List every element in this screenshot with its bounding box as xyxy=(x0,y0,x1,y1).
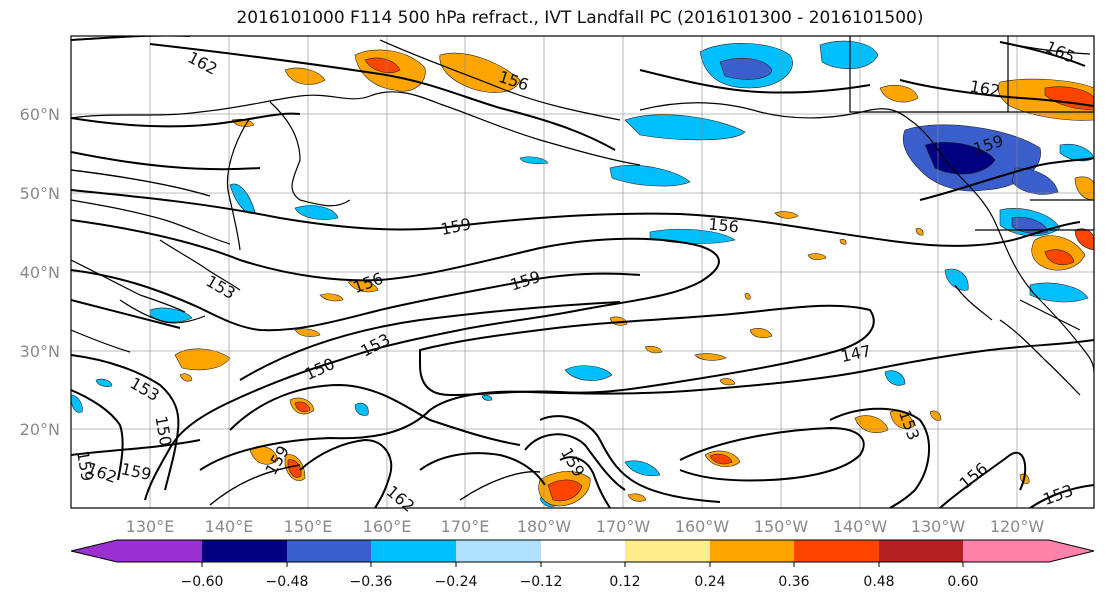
lon-label: 170°E xyxy=(441,517,490,536)
lat-label-20n: 20°N xyxy=(20,420,60,439)
gridlines xyxy=(71,36,1094,508)
shaded-patches xyxy=(71,40,1094,507)
colorbar-segment xyxy=(625,540,710,562)
lon-label: 180°W xyxy=(517,517,572,536)
lon-label: 150°W xyxy=(754,517,809,536)
colorbar-tick-label: −0.60 xyxy=(181,574,224,590)
colorbar-segment xyxy=(794,540,879,562)
colorbar-tick-label: 0.60 xyxy=(947,574,978,590)
colorbar-segment xyxy=(879,540,963,562)
colorbar-segment xyxy=(456,540,541,562)
colorbar-tick-label: −0.36 xyxy=(350,574,393,590)
lon-label: 130°W xyxy=(911,517,966,536)
colorbar-tick-label: 0.24 xyxy=(694,574,725,590)
plot-title: 2016101000 F114 500 hPa refract., IVT La… xyxy=(236,8,924,28)
lon-label: 140°E xyxy=(205,517,254,536)
colorbar-tick-label: −0.12 xyxy=(520,574,563,590)
lon-label: 160°W xyxy=(675,517,730,536)
lon-axis: 130°E 140°E 150°E 160°E 170°E 180°W 170°… xyxy=(126,517,1045,536)
contour-lines xyxy=(71,36,1094,508)
lon-label: 120°W xyxy=(990,517,1045,536)
colorbar-segment xyxy=(202,540,287,562)
lon-label: 140°W xyxy=(833,517,888,536)
colorbar: −0.60 −0.48 −0.36 −0.24 −0.12 0.12 0.24 … xyxy=(70,539,1095,590)
lon-label: 150°E xyxy=(284,517,333,536)
contour-label: 156 xyxy=(707,214,739,236)
colorbar-tick-label: −0.24 xyxy=(435,574,478,590)
colorbar-segment xyxy=(710,540,794,562)
map-frame xyxy=(70,35,1095,509)
colorbar-tick-label: 0.12 xyxy=(609,574,640,590)
lon-label: 170°W xyxy=(596,517,651,536)
colorbar-segment xyxy=(541,540,625,562)
colorbar-segment xyxy=(117,540,202,562)
colorbar-tick-label: −0.48 xyxy=(266,574,309,590)
colorbar-tick-label: 0.48 xyxy=(863,574,894,590)
lat-label-60n: 60°N xyxy=(20,105,60,124)
colorbar-segment xyxy=(963,540,1049,562)
colorbar-segment xyxy=(371,540,456,562)
lat-label-30n: 30°N xyxy=(20,342,60,361)
lat-label-40n: 40°N xyxy=(20,263,60,282)
contour-lines-thin xyxy=(71,169,541,506)
colorbar-tick-label: 0.36 xyxy=(778,574,809,590)
lon-label: 160°E xyxy=(363,517,412,536)
lat-label-50n: 50°N xyxy=(20,184,60,203)
colorbar-outline xyxy=(70,539,1095,563)
lon-label: 130°E xyxy=(126,517,175,536)
colorbar-upper-extend xyxy=(1049,540,1094,562)
lat-axis: 60°N 50°N 40°N 30°N 20°N xyxy=(20,105,60,439)
colorbar-segment xyxy=(287,540,371,562)
coastlines xyxy=(71,36,1094,396)
colorbar-lower-extend xyxy=(71,540,117,562)
